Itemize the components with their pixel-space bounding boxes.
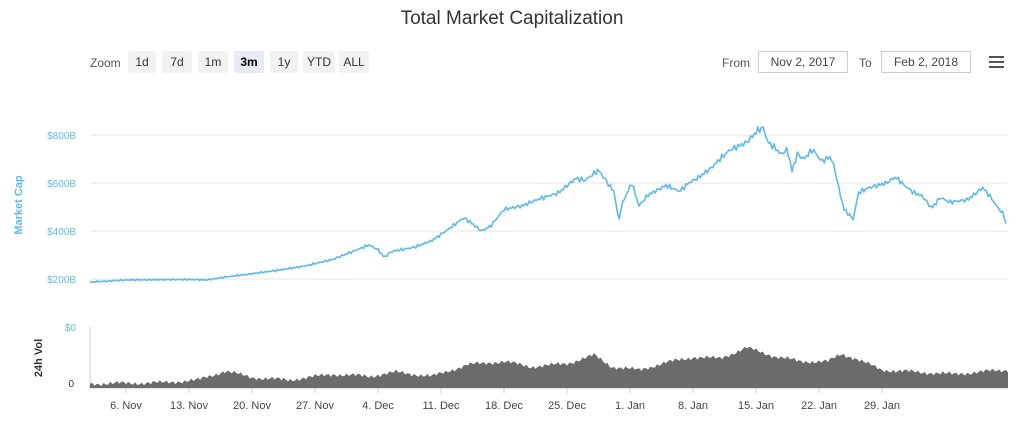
- volume-area: [90, 346, 1008, 388]
- x-tick-label: 4. Dec: [362, 400, 394, 412]
- zoom-all-button[interactable]: ALL: [339, 51, 369, 73]
- zoom-ytd-button[interactable]: YTD: [303, 51, 335, 73]
- y-axis-labels: $0 $200B $400B $600B $800B: [47, 131, 76, 334]
- y-tick-label: $200B: [47, 275, 76, 286]
- y-axis-title-volume: 24h Vol: [33, 339, 45, 377]
- x-tick-label: 11. Dec: [422, 400, 460, 412]
- chart-title: Total Market Capitalization: [400, 8, 624, 29]
- y-tick-label: $800B: [47, 131, 76, 142]
- y-tick-label: $600B: [47, 179, 76, 190]
- x-tick-label: 22. Jan: [801, 400, 837, 412]
- y-tick-label: $400B: [47, 227, 76, 238]
- to-label: To: [859, 56, 872, 70]
- x-tick-label: 13. Nov: [170, 400, 208, 412]
- x-tick-label: 6. Nov: [110, 400, 142, 412]
- x-tick-label: 25. Dec: [548, 400, 586, 412]
- y-tick-label: $0: [65, 323, 77, 334]
- x-tick-label: 29. Jan: [864, 400, 900, 412]
- zoom-1y-button[interactable]: 1y: [270, 51, 298, 73]
- x-tick-label: 8. Jan: [678, 400, 708, 412]
- volume-panel: 0: [68, 327, 1008, 390]
- zoom-1d-button[interactable]: 1d: [128, 51, 156, 73]
- gridlines: [90, 134, 1008, 280]
- x-tick-label: 20. Nov: [233, 400, 271, 412]
- volume-y-tick-label: 0: [68, 379, 74, 390]
- x-tick-label: 15. Jan: [738, 400, 774, 412]
- hamburger-menu-icon[interactable]: [984, 52, 1008, 72]
- zoom-1m-button[interactable]: 1m: [198, 51, 228, 73]
- market-cap-line: [89, 126, 1007, 284]
- zoom-3m-button[interactable]: 3m: [234, 51, 264, 73]
- market-cap-series: [89, 126, 1007, 284]
- to-date-input[interactable]: [881, 51, 971, 73]
- y-axis-title-market-cap: Market Cap: [13, 175, 25, 235]
- x-tick-label: 1. Jan: [615, 400, 645, 412]
- zoom-7d-button[interactable]: 7d: [162, 51, 192, 73]
- zoom-label: Zoom: [90, 56, 121, 70]
- x-tick-label: 18. Dec: [485, 400, 523, 412]
- x-axis: 6. Nov 13. Nov 20. Nov 27. Nov 4. Dec 11. Dec…: [110, 388, 900, 412]
- x-tick-label: 27. Nov: [296, 400, 334, 412]
- from-date-input[interactable]: [758, 51, 848, 73]
- from-label: From: [722, 56, 750, 70]
